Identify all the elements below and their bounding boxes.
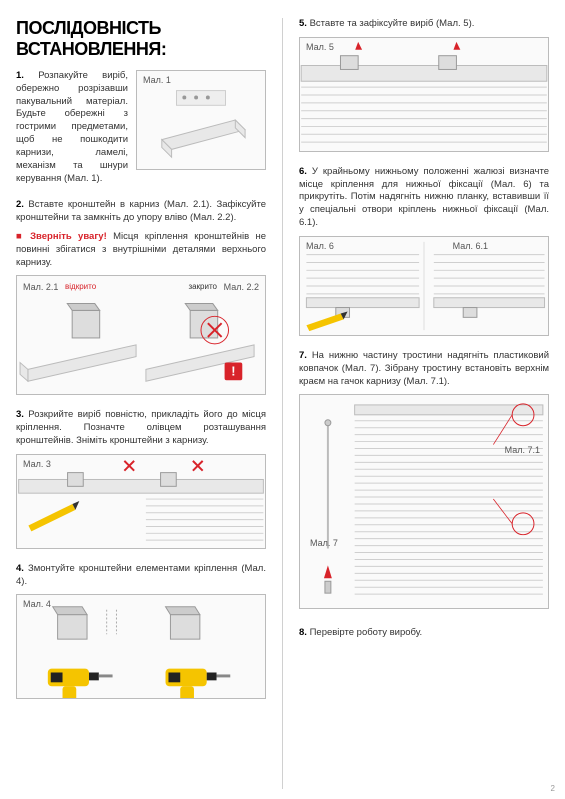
step5-text: 5. Вставте та зафіксуйте виріб (Мал. 5). [299, 18, 549, 31]
step3-text: 3. Розкрийте виріб повністю, прикладіть … [16, 409, 266, 447]
fig2-svg: ! [17, 276, 265, 394]
warn-icon: ■ [16, 231, 22, 244]
step1-body: Розпакуйте виріб, обережно розрізавши па… [16, 70, 128, 184]
figure-4: Мал. 4 [16, 594, 266, 699]
step2-num: 2. [16, 199, 24, 210]
step8-num: 8. [299, 627, 307, 638]
fig3-label: Мал. 3 [23, 459, 51, 469]
step3-num: 3. [16, 409, 24, 420]
step4-text: 4. Змонтуйте кронштейни елементами кріпл… [16, 563, 266, 589]
figure-7: Мал. 7 Мал. 7.1 [299, 394, 549, 609]
step7-text: 7. На нижню частину тростини надягніть п… [299, 350, 549, 388]
fig4-label: Мал. 4 [23, 599, 51, 609]
fig5-label: Мал. 5 [306, 42, 334, 52]
step7-num: 7. [299, 350, 307, 361]
step8-text: 8. Перевірте роботу виробу. [299, 627, 549, 640]
step5-num: 5. [299, 18, 307, 29]
figure-1: Мал. 1 [136, 70, 266, 170]
open-label: відкрито [65, 282, 96, 291]
step4-num: 4. [16, 563, 24, 574]
page-container: ПОСЛІДОВНІСТЬ ВСТАНОВЛЕННЯ: 1. Розпакуйт… [0, 0, 565, 799]
fig61-label: Мал. 6.1 [453, 241, 488, 251]
svg-text:!: ! [231, 364, 235, 379]
left-column: ПОСЛІДОВНІСТЬ ВСТАНОВЛЕННЯ: 1. Розпакуйт… [16, 18, 266, 789]
figure-6: Мал. 6 Мал. 6.1 [299, 236, 549, 336]
fig22-label: Мал. 2.2 [224, 282, 259, 292]
right-column: 5. Вставте та зафіксуйте виріб (Мал. 5).… [299, 18, 549, 789]
step5-body: Вставте та зафіксуйте виріб (Мал. 5). [310, 18, 475, 29]
fig7-svg [300, 395, 548, 608]
step1-row: 1. Розпакуйте виріб, обережно розрізавши… [16, 70, 266, 185]
step6-text: 6. У крайньому нижньому положенні жалюзі… [299, 166, 549, 230]
step2-text: 2. Вставте кронштейн в карниз (Мал. 2.1)… [16, 199, 266, 225]
page-title: ПОСЛІДОВНІСТЬ ВСТАНОВЛЕННЯ: [16, 18, 266, 60]
step8-body: Перевірте роботу виробу. [310, 627, 423, 638]
step3-body: Розкрийте виріб повністю, прикладіть йог… [16, 409, 266, 446]
fig4-svg [17, 595, 265, 698]
close-label: закрито [188, 282, 217, 291]
step6-body: У крайньому нижньому положенні жалюзі ви… [299, 166, 549, 228]
figure-2: Мал. 2.1 відкрито закрито Мал. 2.2 ! [16, 275, 266, 395]
step2-body: Вставте кронштейн в карниз (Мал. 2.1). З… [16, 199, 266, 223]
fig71-label: Мал. 7.1 [505, 445, 540, 455]
warn-label: Зверніть увагу! [30, 231, 107, 242]
fig7-label: Мал. 7 [310, 538, 338, 548]
fig6-svg [300, 237, 548, 335]
step7-body: На нижню частину тростини надягніть плас… [299, 350, 549, 387]
step1-text: 1. Розпакуйте виріб, обережно розрізавши… [16, 70, 128, 185]
fig3-svg [17, 455, 265, 548]
fig21-label: Мал. 2.1 [23, 282, 58, 292]
warning-text: ■ Зверніть увагу! Місця кріплення кроншт… [16, 231, 266, 269]
column-divider [282, 18, 283, 789]
step1-num: 1. [16, 70, 24, 81]
figure-3: Мал. 3 [16, 454, 266, 549]
fig1-svg [137, 71, 265, 169]
figure-5: Мал. 5 [299, 37, 549, 152]
step6-num: 6. [299, 166, 307, 177]
step4-body: Змонтуйте кронштейни елементами кріпленн… [16, 563, 266, 587]
fig5-svg [300, 38, 548, 151]
fig1-label: Мал. 1 [143, 75, 171, 85]
fig6-label: Мал. 6 [306, 241, 334, 251]
page-number: 2 [551, 784, 555, 793]
